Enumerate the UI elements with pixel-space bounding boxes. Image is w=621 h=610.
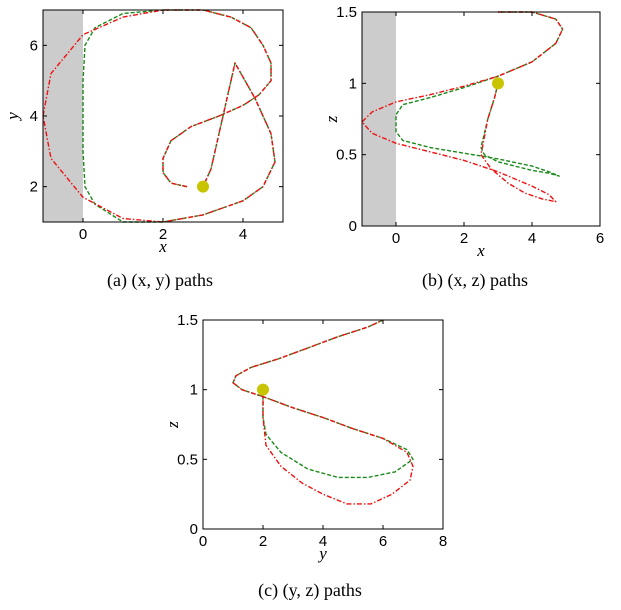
chart-a: 0 2 4 2 4 6 x y: [3, 9, 284, 256]
plot-frame-b: [361, 11, 601, 227]
caption-a: (a) (x, y) paths: [107, 270, 213, 290]
y-axis-label-a: y: [3, 112, 22, 122]
obstacle-region-a: [43, 10, 83, 222]
y-tick-label-a: 6: [30, 37, 38, 54]
x-axis-label-c: y: [317, 544, 327, 563]
y-tick-label-c: 0.5: [177, 451, 198, 468]
y-tick-label-a: 4: [30, 108, 38, 125]
x-tick-label-c: 4: [319, 533, 327, 550]
x-tick-label-b: 2: [460, 230, 468, 247]
obstacle-region-b: [362, 12, 396, 226]
start-marker-a: [197, 180, 209, 193]
plot-frame-c: [202, 319, 444, 530]
start-marker-b: [492, 77, 504, 90]
x-tick-label-c: 8: [439, 533, 447, 550]
y-tick-label-c: 1.5: [177, 312, 198, 329]
x-axis-label-b: x: [476, 241, 485, 260]
y-axis-label-b: z: [322, 115, 341, 123]
x-tick-label-a: 2: [159, 226, 167, 243]
y-tick-label-b: 1: [349, 75, 357, 92]
x-tick-label-c: 2: [259, 533, 267, 550]
chart-b: 0 2 4 6 0 0.5 1 1.5 x z: [322, 4, 604, 260]
x-tick-label-b: 0: [392, 230, 400, 247]
x-tick-label-a: 4: [239, 226, 247, 243]
x-tick-label-c: 6: [379, 533, 387, 550]
caption-c: (c) (y, z) paths: [258, 580, 362, 600]
series-line-c-green: [232, 319, 414, 479]
y-tick-label-b: 0: [349, 218, 357, 235]
x-axis-label-a: x: [158, 237, 167, 256]
y-tick-label-c: 1: [190, 382, 198, 399]
chart-c: 0 2 4 6 8 0 0.5 1 1.5 y z: [163, 312, 447, 563]
y-tick-label-c: 0: [190, 521, 198, 538]
series-line-c-red: [232, 319, 414, 505]
series-line-a-green: [82, 9, 276, 223]
y-tick-label-b: 1.5: [336, 4, 357, 21]
caption-b: (b) (x, z) paths: [422, 270, 528, 290]
x-tick-label-c: 0: [199, 533, 207, 550]
y-tick-label-a: 2: [30, 179, 38, 196]
y-tick-label-b: 0.5: [336, 147, 357, 164]
x-tick-label-b: 4: [528, 230, 536, 247]
x-tick-label-b: 6: [596, 230, 604, 247]
series-line-b-green: [395, 11, 564, 177]
y-axis-label-c: z: [163, 421, 182, 429]
series-line-a-red: [42, 9, 276, 223]
start-marker-c: [257, 383, 269, 396]
x-tick-label-a: 0: [79, 226, 87, 243]
series-line-b-red: [361, 11, 564, 203]
